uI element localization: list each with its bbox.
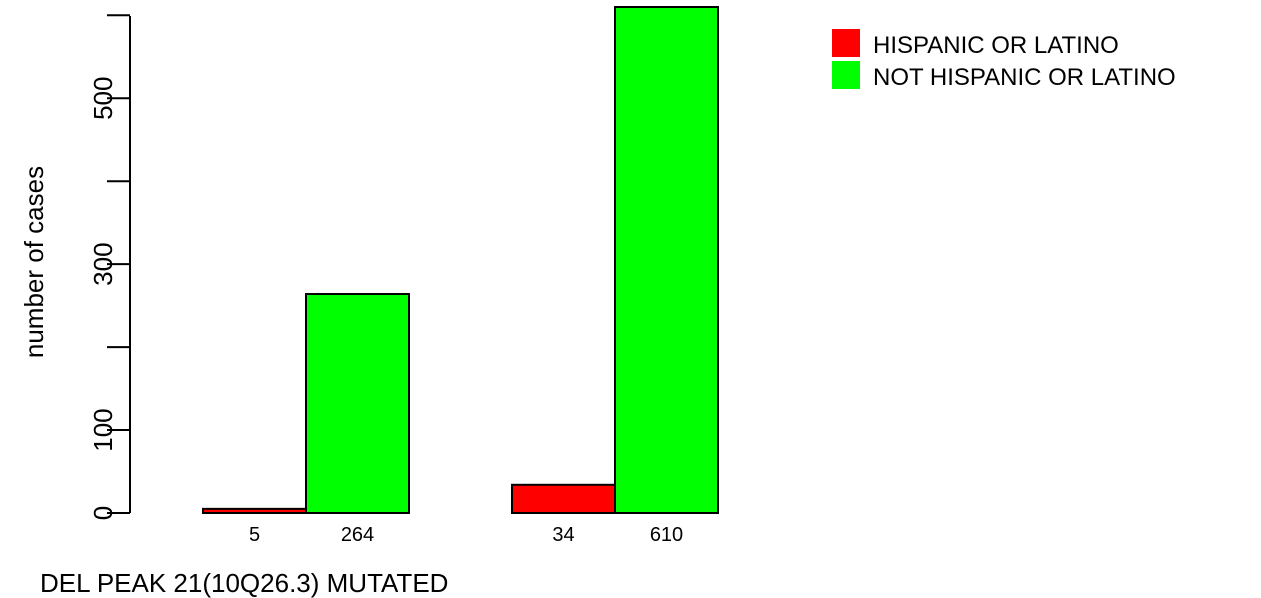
bar xyxy=(202,507,307,514)
y-tick-label: 500 xyxy=(88,77,118,120)
bar xyxy=(614,6,719,514)
bar-value-label: 5 xyxy=(249,524,260,546)
legend-label: HISPANIC OR LATINO xyxy=(873,32,1119,59)
y-axis-label: number of cases xyxy=(19,166,49,358)
bars xyxy=(202,6,719,515)
y-tick-label: 300 xyxy=(88,242,118,285)
value-labels: 5 264 34 610 xyxy=(249,524,683,546)
legend-swatch xyxy=(832,29,860,57)
bar xyxy=(305,293,410,514)
y-tick-label: 0 xyxy=(88,506,118,520)
legend-swatch xyxy=(832,61,860,89)
bar-value-label: 610 xyxy=(650,524,683,546)
bar-value-label: 264 xyxy=(341,524,374,546)
legend-label: NOT HISPANIC OR LATINO xyxy=(873,64,1176,91)
y-tick-label: 100 xyxy=(88,408,118,451)
bar xyxy=(511,483,616,515)
x-axis-label: DEL PEAK 21(10Q26.3) MUTATED xyxy=(40,568,448,598)
y-axis: 0 100 300 500 xyxy=(88,14,131,520)
legend: HISPANIC OR LATINO NOT HISPANIC OR LATINO xyxy=(832,29,1176,91)
bar-value-label: 34 xyxy=(552,524,574,546)
